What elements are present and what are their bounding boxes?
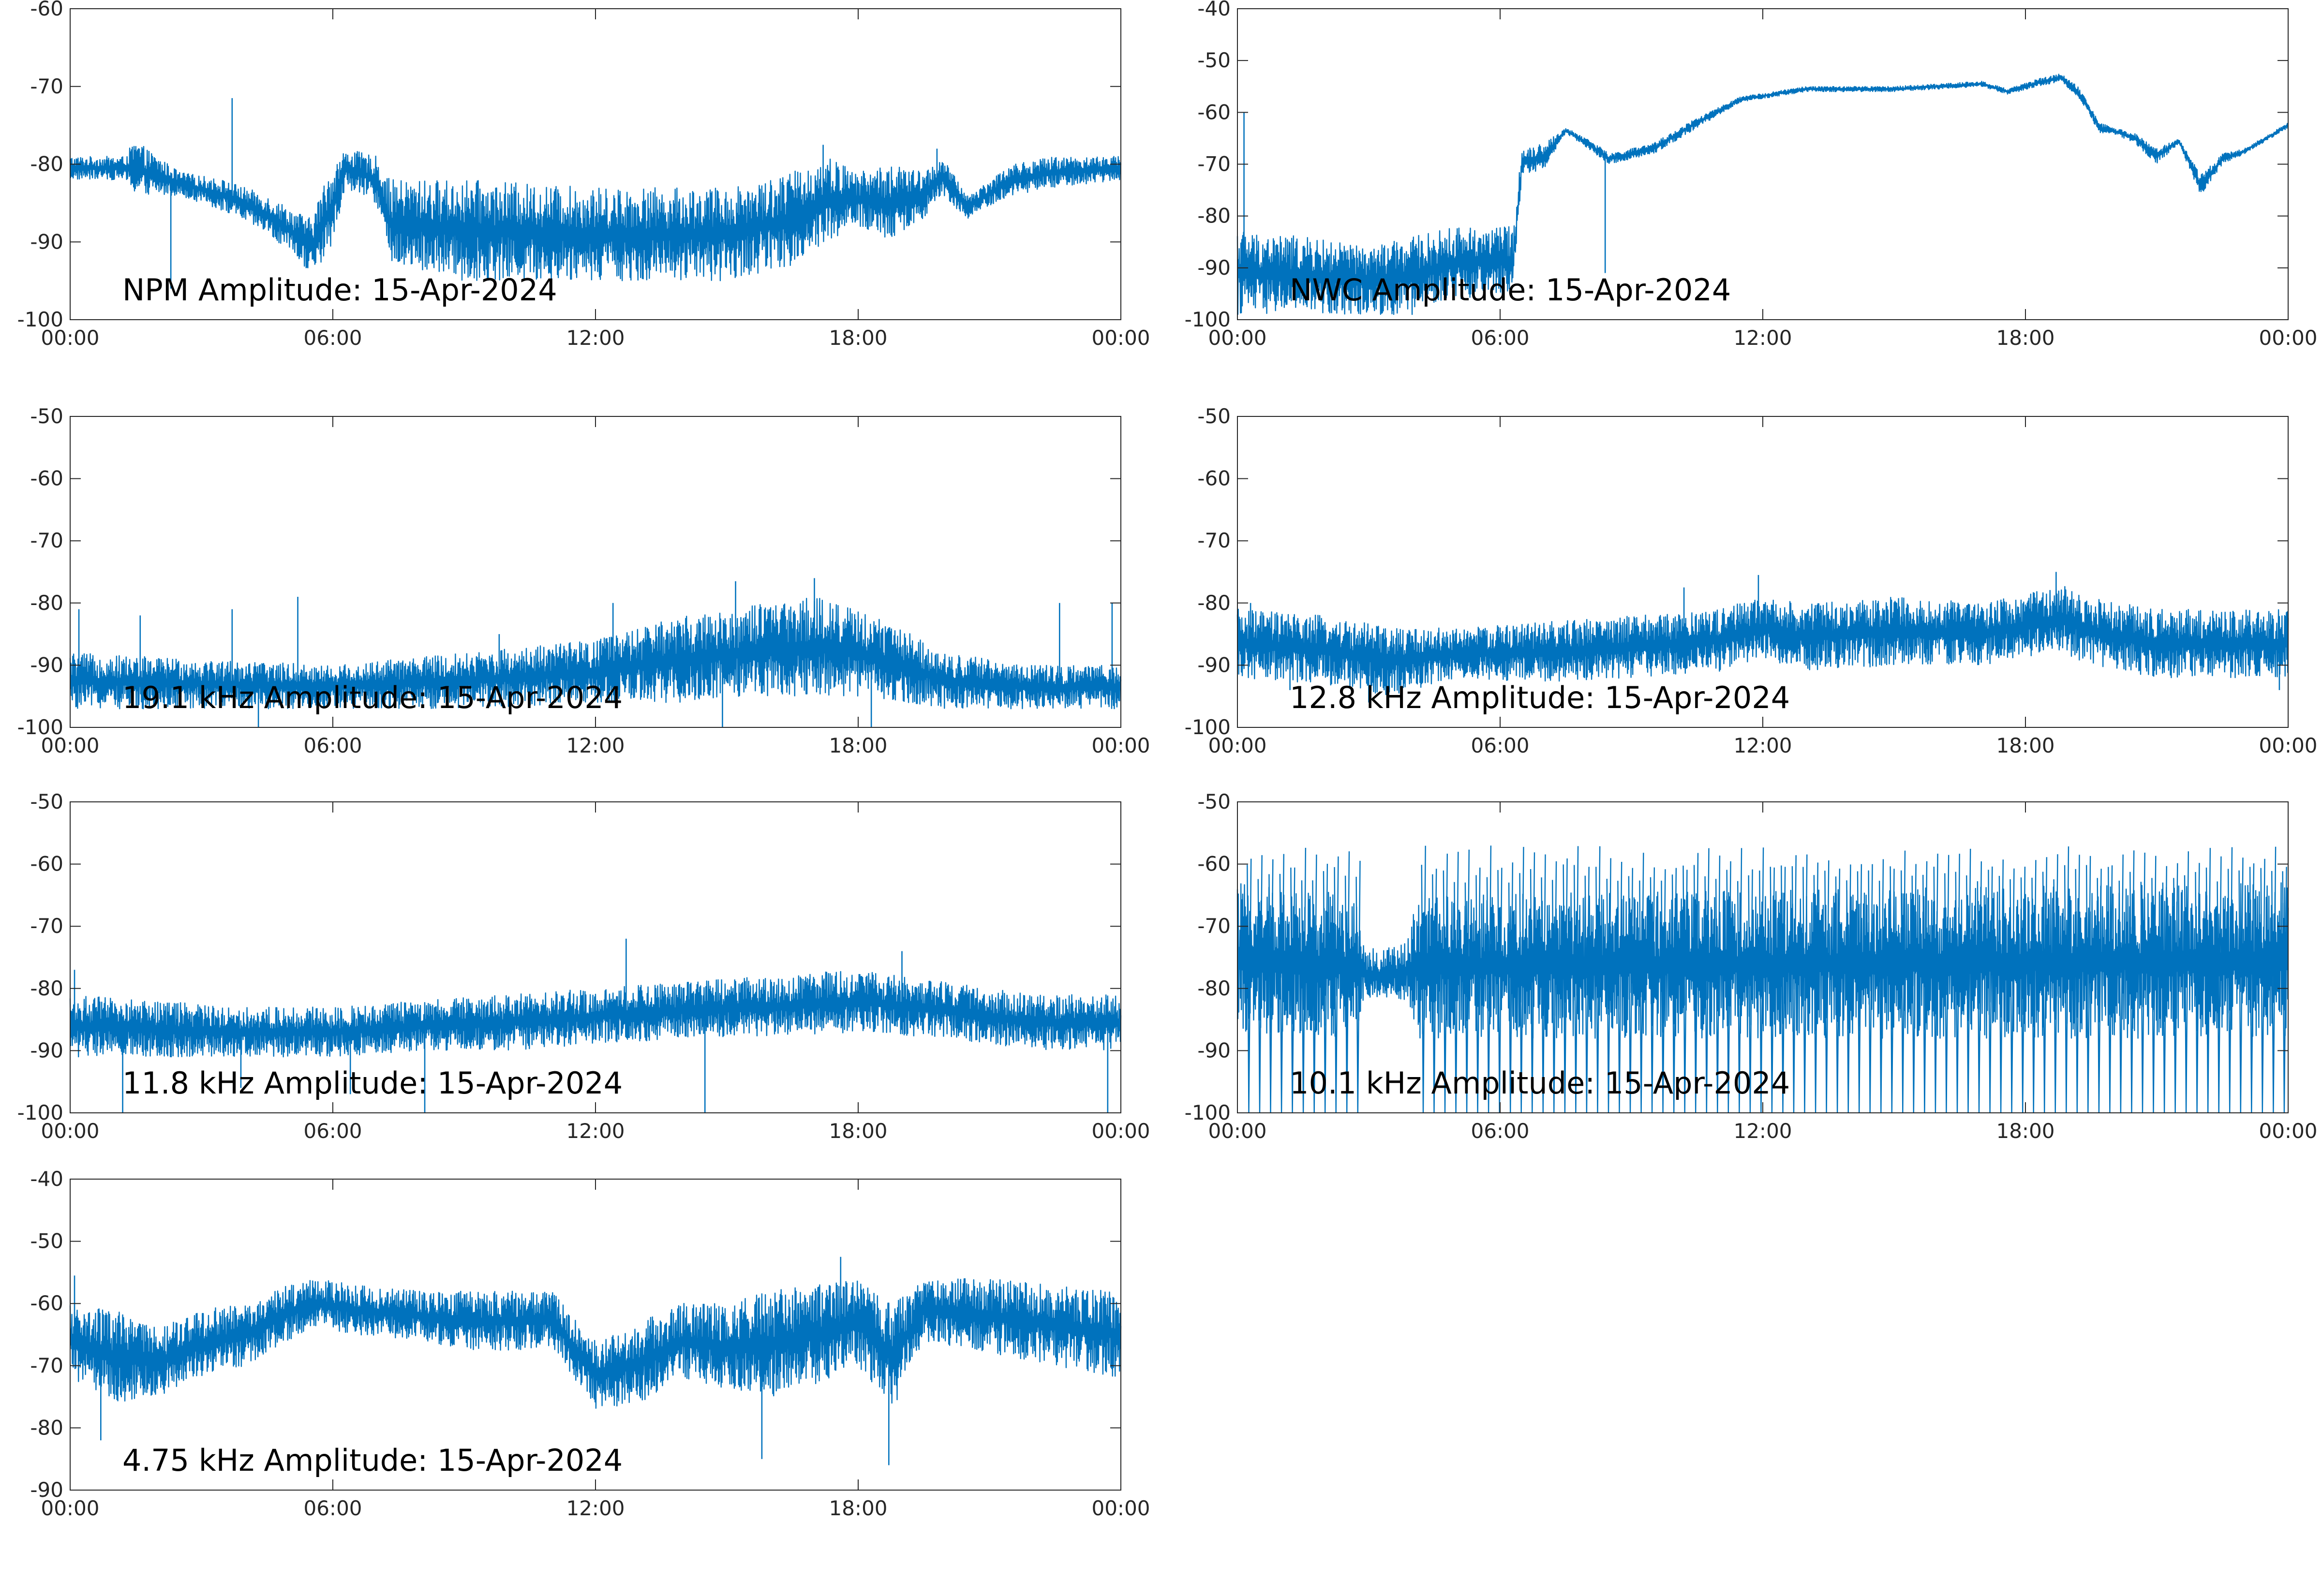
x-tick-label: 18:00 [829,734,887,757]
x-tick-label: 06:00 [1471,1119,1529,1143]
y-tick-label: -60 [1197,467,1231,490]
x-tick-label: 06:00 [303,1119,362,1143]
y-tick-label: -80 [1197,976,1231,1000]
y-tick-label: -50 [1197,404,1231,428]
y-tick-label: -80 [30,976,63,1000]
y-tick-label: -60 [30,0,63,20]
x-tick-label: 06:00 [1471,326,1529,350]
y-tick-label: -50 [1197,48,1231,72]
x-tick-label: 18:00 [829,326,887,350]
y-tick-label: -40 [1197,0,1231,20]
y-tick-label: -50 [30,1229,63,1253]
y-tick-label: -90 [30,653,63,677]
x-tick-label: 00:00 [1091,326,1150,350]
y-tick-label: -50 [1197,790,1231,813]
x-tick-label: 18:00 [829,1496,887,1520]
x-tick-label: 00:00 [1208,734,1266,757]
y-tick-label: -70 [30,914,63,938]
y-tick-label: -80 [30,591,63,615]
x-tick-label: 06:00 [1471,734,1529,757]
x-tick-label: 12:00 [566,1119,625,1143]
x-tick-label: 12:00 [1733,1119,1792,1143]
x-tick-label: 06:00 [303,1496,362,1520]
x-tick-label: 12:00 [1733,326,1792,350]
series-line [69,971,1122,1058]
series-line [69,1278,1122,1409]
y-tick-label: -80 [1197,204,1231,228]
y-tick-label: -70 [30,529,63,552]
x-tick-label: 18:00 [1996,326,2054,350]
panel-title: 11.8 kHz Amplitude: 15-Apr-2024 [122,1065,623,1101]
y-tick-label: -60 [30,467,63,490]
y-tick-label: -100 [17,1101,63,1124]
y-tick-label: -70 [30,74,63,98]
y-tick-label: -80 [1197,591,1231,615]
y-tick-label: -90 [30,1038,63,1062]
y-tick-label: -60 [30,1291,63,1315]
series-line [69,598,1122,709]
y-tick-label: -40 [30,1167,63,1191]
series-line [69,146,1122,281]
panel-title: 12.8 kHz Amplitude: 15-Apr-2024 [1290,680,1790,715]
y-tick-label: -70 [1197,529,1231,552]
x-tick-label: 00:00 [1208,326,1266,350]
panel-title: 19.1 kHz Amplitude: 15-Apr-2024 [122,680,623,715]
panel-title: 4.75 kHz Amplitude: 15-Apr-2024 [122,1443,623,1478]
y-tick-label: -70 [30,1354,63,1377]
y-tick-label: -80 [30,1416,63,1439]
y-tick-label: -50 [30,790,63,813]
series-line [1236,586,2289,696]
series-line [1236,74,2289,315]
x-tick-label: 06:00 [303,734,362,757]
y-tick-label: -90 [1197,1038,1231,1062]
x-tick-label: 00:00 [1091,734,1150,757]
x-tick-label: 18:00 [1996,734,2054,757]
x-tick-label: 00:00 [2259,326,2317,350]
x-tick-label: 12:00 [566,734,625,757]
x-tick-label: 00:00 [1091,1119,1150,1143]
y-tick-label: -60 [1197,852,1231,876]
panel-title: NWC Amplitude: 15-Apr-2024 [1290,272,1731,308]
y-tick-label: -90 [1197,256,1231,280]
panel-title: NPM Amplitude: 15-Apr-2024 [122,272,557,308]
x-tick-label: 00:00 [1091,1496,1150,1520]
x-tick-label: 00:00 [1208,1119,1266,1143]
x-tick-label: 00:00 [41,326,99,350]
y-tick-label: -100 [1185,1101,1231,1124]
y-tick-label: -50 [30,404,63,428]
x-tick-label: 18:00 [829,1119,887,1143]
x-tick-label: 00:00 [41,1496,99,1520]
y-tick-label: -100 [17,715,63,739]
x-tick-label: 00:00 [41,1119,99,1143]
x-tick-label: 00:00 [2259,734,2317,757]
x-tick-label: 00:00 [2259,1119,2317,1143]
y-tick-label: -60 [30,852,63,876]
x-tick-label: 00:00 [41,734,99,757]
y-tick-label: -90 [30,1478,63,1502]
x-tick-label: 12:00 [566,326,625,350]
x-tick-label: 06:00 [303,326,362,350]
y-tick-label: -100 [17,308,63,331]
x-tick-label: 12:00 [1733,734,1792,757]
y-tick-label: -80 [30,152,63,176]
y-tick-label: -100 [1185,715,1231,739]
y-tick-label: -70 [1197,914,1231,938]
y-tick-label: -100 [1185,308,1231,331]
y-tick-label: -60 [1197,100,1231,124]
panel-title: 10.1 kHz Amplitude: 15-Apr-2024 [1290,1065,1790,1101]
x-tick-label: 12:00 [566,1496,625,1520]
y-tick-label: -90 [30,230,63,253]
x-tick-label: 18:00 [1996,1119,2054,1143]
y-tick-label: -70 [1197,152,1231,176]
y-tick-label: -90 [1197,653,1231,677]
